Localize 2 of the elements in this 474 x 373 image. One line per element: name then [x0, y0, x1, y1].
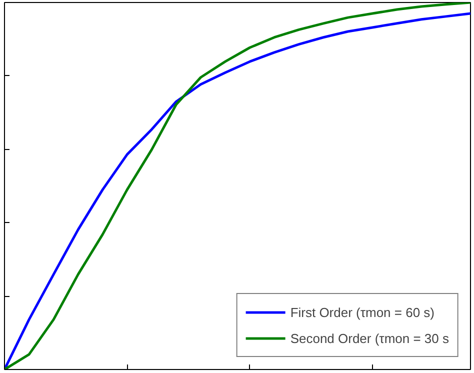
legend-label: First Order (τmon = 60 s) — [290, 304, 435, 320]
legend-label: Second Order (τmon = 30 s — [290, 330, 449, 346]
